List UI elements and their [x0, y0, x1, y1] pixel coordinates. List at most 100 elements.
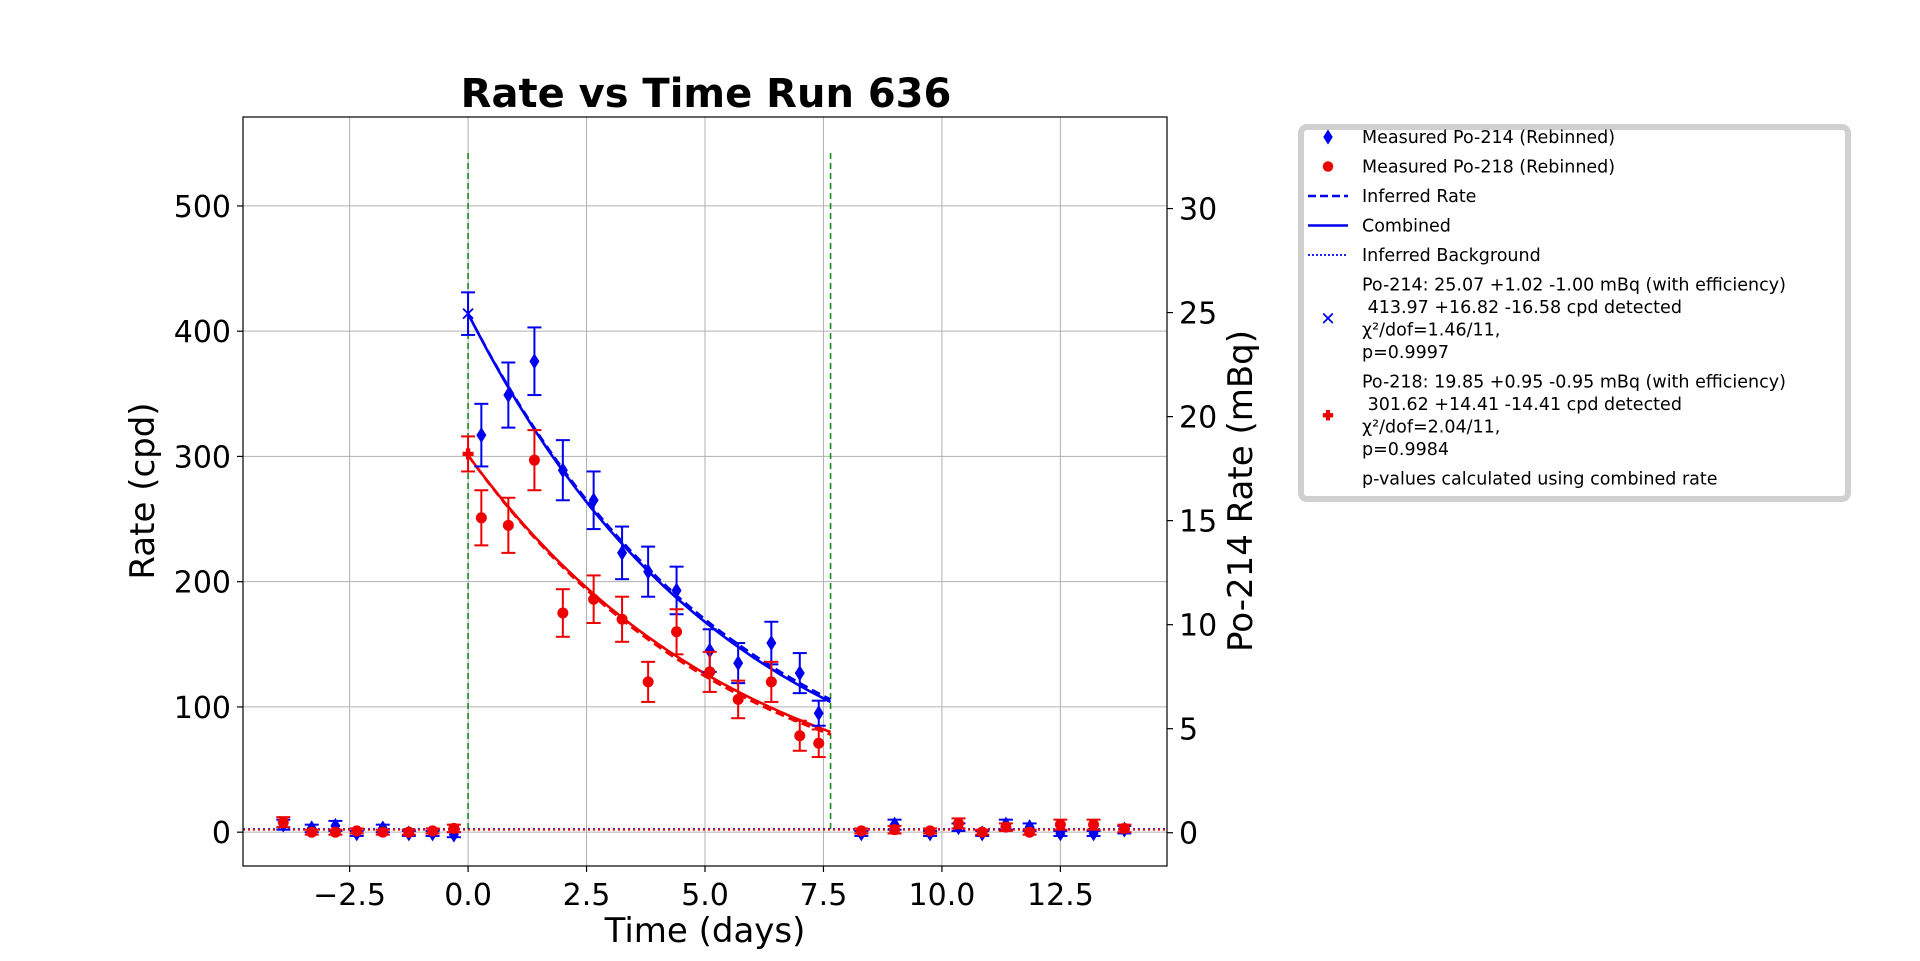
y-tick-label: 400: [174, 315, 231, 350]
po218-marker: [1000, 821, 1012, 833]
data-point: [811, 728, 826, 759]
data-point: [854, 825, 869, 837]
po218-marker: [616, 613, 628, 625]
data-point: [669, 565, 684, 616]
data-point: [731, 642, 746, 685]
combined-curve: [466, 313, 832, 704]
data-point: [792, 652, 807, 695]
legend-entry: Po-214: 25.07 +1.02 -1.00 mBq (with effi…: [1322, 276, 1786, 363]
x-tick-label: 10.0: [909, 878, 976, 913]
data-point: [669, 608, 684, 656]
data-point: [811, 699, 826, 727]
data-point: [304, 826, 319, 838]
po218-marker: [329, 826, 341, 838]
legend: Measured Po-214 (Rebinned) Measured Po-21…: [1298, 124, 1851, 502]
right-y-axis-label: Po-214 Rate (mBq): [1221, 330, 1261, 652]
initial-point-marker: [462, 448, 474, 460]
data-point: [764, 620, 779, 666]
x-tick-label: 7.5: [800, 878, 848, 913]
initial-point: [461, 435, 476, 473]
initial-point: [461, 291, 476, 336]
data-point: [1086, 818, 1101, 831]
data-point: [446, 822, 461, 834]
combined-curve: [467, 454, 832, 734]
po218-marker: [351, 825, 363, 837]
po214-marker: [529, 353, 540, 370]
data-point: [887, 824, 902, 836]
po218-marker: [1024, 826, 1036, 838]
data-point: [615, 595, 630, 643]
y-axis-ticks: 0 100 200 300 400 500: [174, 190, 243, 851]
right-y-tick-label: 5: [1179, 713, 1198, 748]
po214-marker: [643, 563, 654, 580]
legend-entry: Inferred Background: [1308, 246, 1541, 266]
fit-curves: [466, 313, 832, 736]
legend-handle: [1322, 410, 1334, 421]
legend-entry: Combined: [1308, 217, 1451, 237]
data-point: [586, 574, 601, 625]
po218-marker: [475, 512, 487, 524]
data-point: [474, 402, 489, 468]
y-tick-label: 300: [174, 440, 231, 475]
right-y-axis-ticks: 0 5 10 15 20 25 30: [1167, 193, 1217, 852]
x-tick-label: 12.5: [1027, 878, 1094, 913]
legend-box: [1298, 124, 1851, 502]
po214-marker: [503, 387, 514, 404]
data-point: [501, 361, 516, 429]
legend-handle: [1322, 312, 1334, 324]
po214-marker: [588, 492, 599, 509]
region-markers: [467, 153, 832, 832]
right-y-tick-label: 10: [1179, 609, 1217, 644]
po218-marker: [704, 666, 716, 678]
legend-label: 301.62 +14.41 -14.41 cpd detected: [1362, 395, 1682, 415]
x-tick-label: 0.0: [444, 878, 492, 913]
po218-marker: [588, 593, 600, 605]
legend-entry: p-values calculated using combined rate: [1362, 470, 1718, 490]
legend-label: Combined: [1362, 217, 1451, 237]
data-point: [1053, 818, 1068, 831]
data-point: [501, 496, 516, 554]
po214-marker: [476, 427, 487, 444]
data-point: [527, 429, 542, 492]
x-tick-label: −2.5: [313, 878, 386, 913]
po214-marker: [794, 665, 805, 682]
po214-marker: [813, 705, 824, 722]
y-tick-label: 0: [212, 816, 231, 851]
po218-marker: [642, 676, 654, 688]
data-point: [641, 660, 656, 703]
data-point: [792, 719, 807, 752]
right-y-tick-label: 15: [1179, 505, 1217, 540]
right-y-tick-label: 25: [1179, 297, 1217, 332]
legend-label: Inferred Background: [1362, 246, 1541, 266]
po218-marker: [924, 825, 936, 837]
data-point: [731, 679, 746, 720]
chart-title: Rate vs Time Run 636: [461, 71, 952, 117]
data-point: [328, 826, 343, 838]
po218-marker: [953, 817, 965, 829]
data-point: [702, 650, 717, 693]
po218-marker: [671, 626, 683, 638]
data-point: [401, 826, 416, 838]
legend-entry: Inferred Rate: [1308, 187, 1476, 207]
po218-marker: [448, 822, 460, 834]
x-tick-label: 2.5: [563, 878, 611, 913]
po214-marker: [733, 655, 744, 672]
po218-marker: [765, 676, 777, 688]
initial-point-marker: [462, 308, 474, 320]
x-axis-ticks: −2.5 0.0 2.5 5.0 7.5 10.0 12.5: [313, 866, 1094, 913]
legend-label: p=0.9997: [1362, 343, 1449, 363]
legend-label: p=0.9984: [1362, 440, 1449, 460]
po218-marker: [976, 826, 988, 838]
legend-label: Inferred Rate: [1362, 187, 1476, 207]
legend-label: Measured Po-214 (Rebinned): [1362, 128, 1615, 148]
legend-label: χ²/dof=1.46/11,: [1362, 321, 1500, 341]
po214-marker: [557, 462, 568, 479]
po218-marker: [1054, 819, 1066, 831]
data-point: [975, 826, 990, 838]
po218-marker: [427, 825, 439, 837]
data-point: [276, 816, 291, 829]
data-point: [555, 588, 570, 638]
data-points: [276, 291, 1132, 843]
data-point: [474, 489, 489, 547]
